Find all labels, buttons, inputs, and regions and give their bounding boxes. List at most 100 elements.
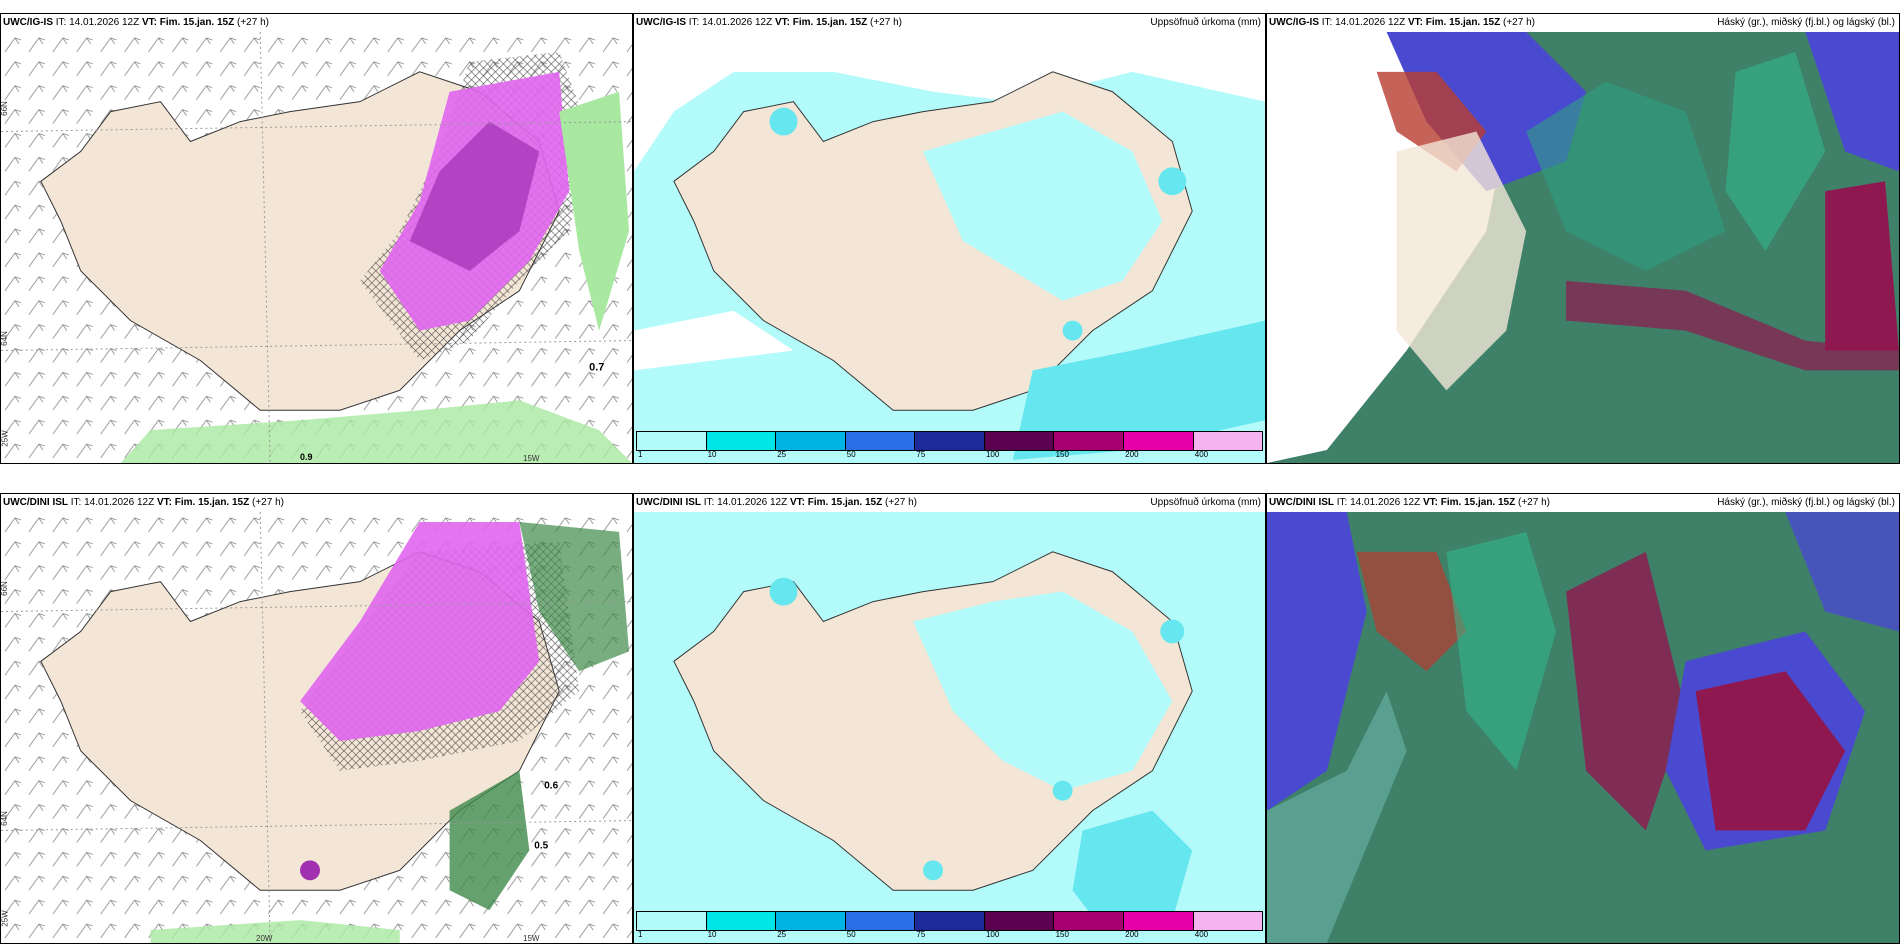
model-name: UWC/IG-IS	[636, 17, 686, 28]
legend-swatch	[984, 432, 1055, 450]
legend-swatch	[845, 432, 916, 450]
model-name: UWC/DINI ISL	[636, 497, 701, 508]
it-label: IT:	[55, 17, 67, 28]
legend-swatch	[706, 432, 777, 450]
map-panel-wind-snow-1: UWC/IG-IS IT: 14.01.2026 12Z VT: Fim. 15…	[0, 13, 633, 464]
lat-label: 25W	[0, 910, 10, 927]
vt-label: VT:	[789, 497, 805, 508]
legend-swatch	[984, 912, 1055, 930]
legend-bar	[636, 911, 1263, 931]
lat-label: 64N	[0, 331, 9, 346]
legend-tick: 75	[916, 450, 926, 459]
lon-label: 15W	[523, 454, 540, 463]
legend-tick: 150	[1055, 930, 1069, 939]
map-panel-clouds-2: UWC/DINI ISL IT: 14.01.2026 12Z VT: Fim.…	[1266, 493, 1900, 944]
legend-swatch	[776, 432, 846, 450]
color-legend: 1 10 25 50 75 100 150 200 400	[636, 431, 1263, 461]
panel-header: UWC/DINI ISL IT: 14.01.2026 12Z VT: Fim.…	[1, 494, 632, 512]
lead-time: (+27 h)	[885, 497, 917, 508]
map-canvas	[1267, 512, 1899, 943]
legend-tick: 50	[846, 930, 856, 939]
vt-label: VT:	[141, 17, 157, 28]
legend-swatch	[845, 912, 916, 930]
lat-label: 66N	[0, 581, 9, 596]
lat-label: 25W	[0, 430, 10, 447]
legend-tick: 400	[1194, 930, 1209, 939]
legend-swatch	[1193, 912, 1263, 930]
vt-value: Fim. 15.jan. 15Z	[174, 497, 250, 508]
map-canvas: 0.7 0.9	[1, 32, 632, 463]
legend-tick: 100	[985, 450, 1000, 459]
legend-tick: 150	[1055, 450, 1069, 459]
lead-time: (+27 h)	[1503, 17, 1535, 28]
vt-value: Fim. 15.jan. 15Z	[1440, 497, 1516, 508]
it-value: 14.01.2026 12Z	[717, 497, 788, 508]
vt-value: Fim. 15.jan. 15Z	[1425, 17, 1501, 28]
legend-swatch	[1123, 912, 1194, 930]
map-panel-precip-1: UWC/IG-IS IT: 14.01.2026 12Z VT: Fim. 15…	[633, 13, 1266, 464]
it-value: 14.01.2026 12Z	[1335, 17, 1406, 28]
legend-swatch	[915, 912, 985, 930]
color-legend: 1 10 25 50 75 100 150 200 400	[636, 911, 1263, 941]
lon-label: 15W	[523, 934, 540, 943]
it-value: 14.01.2026 12Z	[702, 17, 773, 28]
vt-value: Fim. 15.jan. 15Z	[792, 17, 868, 28]
map-canvas	[1267, 32, 1899, 463]
it-value: 14.01.2026 12Z	[84, 497, 155, 508]
it-value: 14.01.2026 12Z	[69, 17, 140, 28]
panel-title: Háský (gr.), miðský (fj.bl.) og lágský (…	[1717, 497, 1895, 508]
model-name: UWC/DINI ISL	[1269, 497, 1334, 508]
model-name: UWC/IG-IS	[3, 17, 53, 28]
map-canvas	[634, 512, 1265, 943]
legend-swatch	[706, 912, 777, 930]
legend-tick: 10	[707, 930, 717, 939]
legend-bar	[636, 431, 1263, 451]
lead-time: (+27 h)	[1518, 497, 1550, 508]
legend-tick: 100	[985, 930, 1000, 939]
panel-header: UWC/DINI ISL IT: 14.01.2026 12Z VT: Fim.…	[1267, 494, 1899, 512]
legend-swatch	[1054, 912, 1124, 930]
legend-swatch	[776, 912, 846, 930]
legend-swatch	[915, 432, 985, 450]
legend-tick: 200	[1125, 930, 1139, 939]
vt-label: VT:	[1422, 497, 1438, 508]
svg-text:0.5: 0.5	[534, 840, 548, 851]
legend-swatch	[637, 432, 707, 450]
panel-header: UWC/DINI ISL IT: 14.01.2026 12Z VT: Fim.…	[634, 494, 1265, 512]
legend-tick: 1	[638, 450, 643, 459]
lon-label: 20W	[256, 934, 273, 943]
legend-swatch	[1193, 432, 1263, 450]
legend-swatch	[1123, 432, 1194, 450]
legend-tick: 200	[1125, 450, 1139, 459]
vt-value: Fim. 15.jan. 15Z	[159, 17, 235, 28]
legend-tick: 25	[777, 450, 787, 459]
lead-time: (+27 h)	[870, 17, 902, 28]
map-panel-precip-2: UWC/DINI ISL IT: 14.01.2026 12Z VT: Fim.…	[633, 493, 1266, 944]
map-canvas	[634, 32, 1265, 463]
wind-value: 0.7	[589, 361, 604, 373]
lat-label: 64N	[0, 811, 9, 826]
legend-tick: 50	[846, 450, 856, 459]
legend-tick: 25	[777, 930, 787, 939]
legend-tick: 75	[916, 930, 926, 939]
it-label: IT:	[1336, 497, 1348, 508]
it-label: IT:	[1321, 17, 1333, 28]
vt-label: VT:	[156, 497, 172, 508]
vt-value: Fim. 15.jan. 15Z	[807, 497, 883, 508]
it-label: IT:	[688, 17, 700, 28]
panel-title: Uppsöfnuð úrkoma (mm)	[1150, 17, 1261, 28]
it-label: IT:	[70, 497, 82, 508]
vt-label: VT:	[1407, 17, 1423, 28]
vt-label: VT:	[774, 17, 790, 28]
it-value: 14.01.2026 12Z	[1350, 497, 1421, 508]
map-canvas: 0.6 0.5	[1, 512, 632, 943]
svg-text:0.9: 0.9	[300, 452, 312, 462]
panel-header: UWC/IG-IS IT: 14.01.2026 12Z VT: Fim. 15…	[1, 14, 632, 32]
map-panel-wind-snow-2: UWC/DINI ISL IT: 14.01.2026 12Z VT: Fim.…	[0, 493, 633, 944]
model-name: UWC/DINI ISL	[3, 497, 68, 508]
lat-label: 66N	[0, 101, 9, 116]
legend-tick: 10	[707, 450, 717, 459]
legend-swatch	[637, 912, 707, 930]
panel-header: UWC/IG-IS IT: 14.01.2026 12Z VT: Fim. 15…	[634, 14, 1265, 32]
it-label: IT:	[703, 497, 715, 508]
